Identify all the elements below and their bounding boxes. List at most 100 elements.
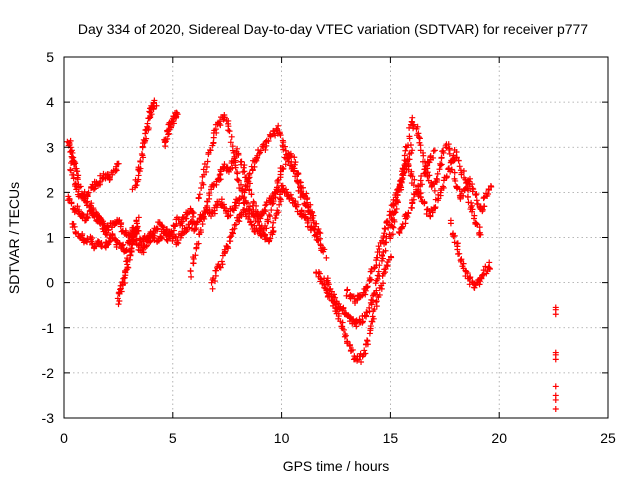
data-point [226, 128, 233, 135]
data-point [342, 332, 349, 339]
data-point [272, 194, 279, 201]
data-point [67, 137, 74, 144]
data-point [282, 147, 289, 154]
data-point [272, 214, 279, 221]
data-point [438, 154, 445, 161]
data-point [277, 174, 284, 181]
data-point [399, 221, 406, 228]
data-point [373, 262, 380, 269]
data-point [473, 220, 480, 227]
data-point [439, 183, 446, 190]
data-point [254, 154, 261, 161]
data-point [122, 269, 129, 276]
data-point [202, 204, 209, 211]
data-point [391, 201, 398, 208]
data-point [409, 173, 416, 180]
data-point [84, 211, 91, 218]
data-point [423, 210, 430, 217]
series-track-a [65, 182, 330, 261]
y-tick-label: 3 [46, 139, 54, 155]
data-point [196, 191, 203, 198]
data-point [265, 138, 272, 145]
data-point [167, 121, 174, 128]
x-axis-title: GPS time / hours [283, 458, 390, 474]
data-point [232, 164, 239, 171]
data-point [89, 234, 96, 241]
data-point [74, 203, 81, 210]
data-point [98, 217, 105, 224]
data-point [281, 143, 288, 150]
series-track-m [343, 147, 438, 307]
data-point [552, 405, 559, 412]
data-point [453, 148, 460, 155]
data-point [405, 210, 412, 217]
data-point [174, 237, 181, 244]
data-point [361, 347, 368, 354]
data-point [74, 168, 81, 175]
data-point [140, 154, 147, 161]
data-point [395, 185, 402, 192]
data-point [133, 218, 140, 225]
data-point [420, 152, 427, 159]
data-point [240, 164, 247, 171]
data-point [470, 186, 477, 193]
data-point [101, 224, 108, 231]
data-point [80, 212, 87, 219]
data-point [72, 180, 79, 187]
data-point [138, 239, 145, 246]
data-point [253, 202, 260, 209]
data-point [227, 139, 234, 146]
data-point [353, 323, 360, 330]
data-point [375, 268, 382, 275]
data-point [436, 166, 443, 173]
data-point [290, 168, 297, 175]
data-point [456, 250, 463, 257]
data-point [432, 204, 439, 211]
data-point [480, 267, 487, 274]
data-point [212, 272, 219, 279]
data-point [379, 252, 386, 259]
data-point [102, 231, 109, 238]
series-track-f [129, 97, 160, 193]
ticks-layer: 0 5 10 15 20 25 -3 -2 -1 0 1 2 3 4 5 [42, 49, 616, 446]
data-point [217, 264, 224, 271]
data-point [320, 248, 327, 255]
data-point [430, 148, 437, 155]
data-point [228, 133, 235, 140]
data-point [246, 171, 253, 178]
data-point [173, 220, 180, 227]
data-point [217, 176, 224, 183]
data-point [124, 257, 131, 264]
series-track-l [321, 142, 416, 330]
data-point [123, 229, 130, 236]
data-point [397, 177, 404, 184]
series-track-p [447, 217, 493, 291]
data-point [393, 205, 400, 212]
data-point [195, 240, 202, 247]
data-point [270, 219, 277, 226]
data-point [90, 186, 97, 193]
data-point [274, 125, 281, 132]
data-point [404, 142, 411, 149]
data-point [137, 158, 144, 165]
data-point [216, 263, 223, 270]
data-point [102, 225, 109, 232]
data-point [104, 171, 111, 178]
data-point [440, 149, 447, 156]
data-point [71, 209, 78, 216]
data-point [457, 195, 464, 202]
data-point [388, 254, 395, 261]
data-point [69, 171, 76, 178]
data-point [109, 171, 116, 178]
data-point [153, 102, 160, 109]
data-point [213, 267, 220, 274]
data-point [463, 180, 470, 187]
data-point [552, 311, 559, 318]
data-point [266, 213, 273, 220]
data-point [458, 171, 465, 178]
x-tick-label: 20 [491, 430, 507, 446]
data-point [216, 172, 223, 179]
data-point [431, 147, 438, 154]
data-point [297, 184, 304, 191]
data-point [434, 197, 441, 204]
